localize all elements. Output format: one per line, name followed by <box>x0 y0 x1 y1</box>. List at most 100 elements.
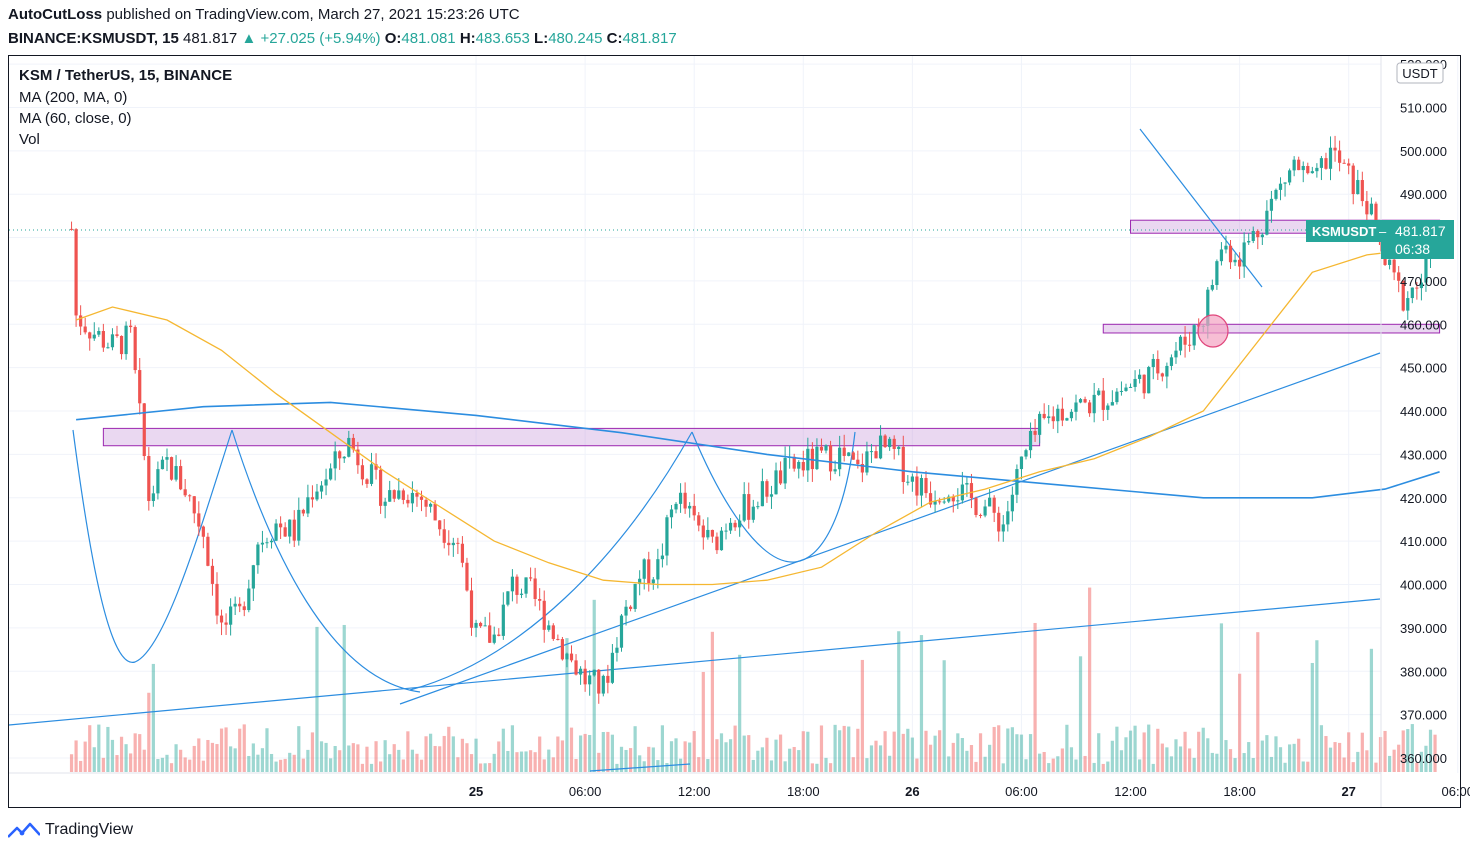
volume-bar <box>306 749 310 772</box>
trendline-rising[interactable] <box>399 352 1381 705</box>
volume-bar <box>1165 747 1169 772</box>
candle-body <box>260 542 265 545</box>
candle-body <box>778 470 783 484</box>
candle-body <box>574 660 578 675</box>
volume-bar <box>742 735 746 772</box>
price-tag-sep: – <box>1379 224 1387 239</box>
candle-body <box>1274 189 1278 199</box>
candle-body <box>1406 298 1410 311</box>
volume-bar <box>1219 623 1224 772</box>
volume-bar <box>565 638 569 772</box>
legend-ma60[interactable]: MA (60, close, 0) <box>19 110 132 127</box>
candle-body <box>306 497 310 514</box>
volume-bar <box>519 751 524 772</box>
volume-bar <box>1206 738 1210 772</box>
volume-bar <box>469 754 474 772</box>
cup-curve-2[interactable] <box>231 429 421 693</box>
volume-bar <box>933 735 937 772</box>
candle-body <box>460 543 465 563</box>
volume-bar <box>669 741 674 772</box>
volume-bar <box>665 763 669 772</box>
volume-bar <box>1338 742 1342 772</box>
candle-body <box>601 675 605 694</box>
volume-bar <box>983 756 987 772</box>
currency-badge[interactable] <box>1396 62 1444 84</box>
zone-rect[interactable] <box>102 427 1041 447</box>
volume-bar <box>356 744 360 772</box>
volume-bar <box>460 738 465 772</box>
candle-body <box>824 445 828 451</box>
candle-body <box>792 456 796 469</box>
volume-bar <box>478 763 483 772</box>
candle-body <box>960 484 964 501</box>
y-tick-label: 510.000 <box>1400 100 1447 115</box>
volume-bar <box>1433 734 1437 772</box>
volume-bar <box>701 671 705 772</box>
trendline-descending[interactable] <box>1139 128 1263 288</box>
candle-body <box>856 459 860 465</box>
author-name[interactable]: AutoCutLoss <box>8 6 103 23</box>
y-tick-label: 390.000 <box>1400 621 1447 636</box>
cup-curve-4[interactable] <box>691 431 856 563</box>
candle-body <box>165 457 169 460</box>
volume-bar <box>279 759 283 772</box>
volume-bar <box>256 754 260 772</box>
volume-bar <box>1051 758 1055 772</box>
candle-body <box>356 449 360 466</box>
legend-vol[interactable]: Vol <box>19 131 40 148</box>
candle-body <box>1033 430 1037 435</box>
volume-bar <box>1174 739 1178 772</box>
candle-body <box>706 529 710 538</box>
volume-bar <box>783 761 787 772</box>
candle-body <box>301 509 305 514</box>
volume-bar <box>647 746 651 772</box>
candle-body <box>147 456 151 502</box>
cup-curve-3[interactable] <box>409 431 693 691</box>
volume-bar <box>678 758 683 772</box>
candle-body <box>865 451 869 473</box>
volume-bar <box>778 734 783 772</box>
candle-body <box>983 506 987 516</box>
volume-bar <box>592 599 596 772</box>
price-tag-price: 481.817 <box>1395 223 1446 239</box>
volume-bar <box>792 746 796 772</box>
volume-bar <box>1401 730 1405 772</box>
volume-bar <box>751 759 755 772</box>
x-tick-label: 06:00 <box>569 784 602 799</box>
volume-bar <box>1033 622 1037 772</box>
trendline-small[interactable] <box>589 763 691 772</box>
volume-bar <box>1347 732 1351 772</box>
candle-body <box>1288 170 1292 183</box>
x-tick-label: 18:00 <box>1223 784 1256 799</box>
candle-body <box>597 669 601 694</box>
candle-body <box>974 498 978 515</box>
volume-bar <box>901 733 905 772</box>
candle-body <box>347 437 351 457</box>
candle-body <box>129 325 133 328</box>
zone-rect[interactable] <box>1102 323 1441 334</box>
tradingview-brand[interactable]: TradingView <box>8 821 133 839</box>
candle-body <box>201 526 205 537</box>
volume-bar <box>492 753 496 772</box>
y-tick-label: 490.000 <box>1400 187 1447 202</box>
volume-bar <box>1224 740 1228 772</box>
candle-body <box>565 653 569 660</box>
candle-body <box>733 522 737 528</box>
candle-body <box>106 347 110 349</box>
volume-bar <box>192 745 196 772</box>
candle-body <box>1297 159 1301 171</box>
volume-bar <box>319 741 324 772</box>
volume-bar <box>706 759 710 772</box>
cup-curve-1[interactable] <box>72 429 233 663</box>
trendline-long-bottom[interactable] <box>8 598 1381 726</box>
candle-body <box>1188 344 1192 346</box>
candle-body <box>1283 182 1287 184</box>
candle-body <box>642 559 646 579</box>
legend-ma200[interactable]: MA (200, MA, 0) <box>19 89 128 106</box>
candle-body <box>1019 456 1024 470</box>
volume-bar <box>129 753 133 772</box>
candle-body <box>447 542 451 546</box>
candle-body <box>1333 147 1337 151</box>
candle-body <box>156 469 160 494</box>
